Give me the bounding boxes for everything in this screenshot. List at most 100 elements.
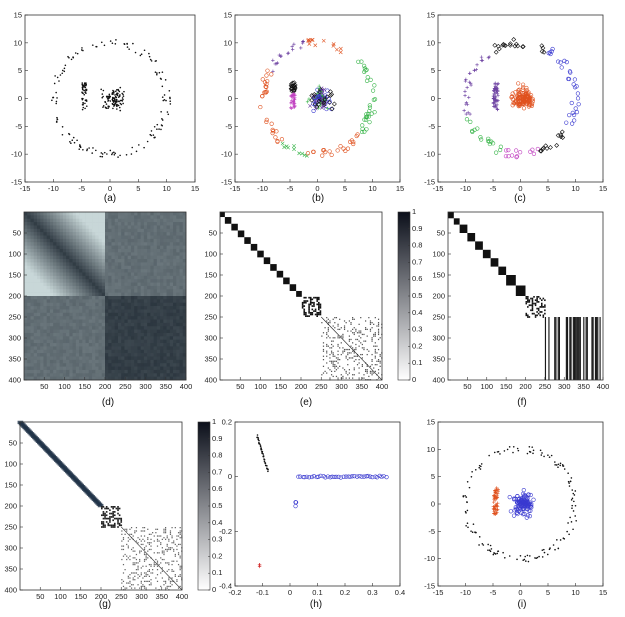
panel-i-point <box>557 547 560 550</box>
panel-d-cell <box>140 296 145 300</box>
panel-d-cell <box>166 346 171 351</box>
panel-d-cell <box>117 265 122 270</box>
panel-i-point <box>570 477 573 479</box>
panel-d-cell <box>98 279 103 283</box>
panel-g-cell <box>179 569 181 571</box>
panel-c-point <box>494 88 499 93</box>
panel-e-cell <box>348 369 351 371</box>
panel-g-cell <box>156 580 159 583</box>
panel-d-cell <box>130 373 135 377</box>
panel-d-cell <box>95 356 99 361</box>
panel-g-cell <box>142 577 144 579</box>
panel-d-cell <box>140 329 145 334</box>
panel-d-cell <box>105 369 109 374</box>
panel-a-point <box>83 89 85 92</box>
panel-e-cell <box>327 318 329 320</box>
panel-i-point <box>571 497 574 500</box>
panel-d-cell <box>176 242 180 246</box>
panel-d-cell <box>66 353 70 357</box>
panel-g-cell <box>153 540 155 542</box>
panel-g-cell <box>164 562 167 564</box>
panel-d-cell <box>156 262 161 267</box>
panel-d-cell <box>150 326 154 330</box>
panel-e-cell <box>337 359 339 361</box>
panel-d-cell <box>124 248 128 253</box>
panel-d-cell <box>53 248 57 253</box>
panel-e-cell <box>303 308 306 311</box>
panel-d-cell <box>72 363 77 367</box>
panel-d-cell <box>69 259 73 263</box>
panel-d-cell <box>33 292 38 297</box>
panel-g-xtick-label: 150 <box>74 592 87 601</box>
panel-d-cell <box>56 306 60 310</box>
panel-d-cell <box>24 259 28 263</box>
panel-d-cell <box>62 332 67 337</box>
panel-e-cell <box>343 328 346 331</box>
panel-d-cell <box>62 299 67 304</box>
panel-c-point <box>575 91 580 96</box>
panel-e-block <box>296 290 302 297</box>
panel-d-cell <box>182 292 187 297</box>
panel-e-cell <box>361 377 363 379</box>
panel-d-cell <box>72 269 77 273</box>
panel-b-point <box>327 149 332 154</box>
panel-d-cell <box>114 363 119 367</box>
panel-c-point <box>493 49 499 55</box>
panel-d-cell <box>46 326 51 330</box>
panel-d-cell <box>176 366 180 371</box>
panel-d-cell <box>160 245 164 250</box>
panel-d-cell <box>69 343 73 347</box>
panel-d-cell <box>105 346 109 351</box>
panel-i-point <box>508 446 511 448</box>
panel-d-cell <box>130 346 135 351</box>
panel-d-cell <box>33 275 38 280</box>
panel-d-cell <box>150 272 154 277</box>
panel-d-cell <box>56 326 60 330</box>
panel-d-cell <box>30 282 35 287</box>
panel-d-cell <box>160 369 164 374</box>
panel-d-cell <box>108 242 112 246</box>
panel-d-cell <box>121 332 125 337</box>
panel-e-cell <box>306 315 309 317</box>
panel-c-point <box>509 94 515 99</box>
panel-d-cell <box>62 248 67 253</box>
panel-d-cell <box>108 336 112 340</box>
panel-d-cell <box>105 238 109 243</box>
panel-d-cell <box>72 279 77 283</box>
panel-d-cell <box>62 329 67 334</box>
panel-e-cell <box>360 330 362 332</box>
panel-d-cell <box>137 225 141 230</box>
panel-d-cell <box>24 369 28 374</box>
panel-d-cell <box>88 228 93 233</box>
panel-d-cell <box>59 245 64 250</box>
panel-b-xtick-label: 15 <box>396 184 404 193</box>
panel-g-cell <box>120 524 123 527</box>
panel-d-cell <box>137 228 141 233</box>
panel-d-cell <box>53 343 57 347</box>
panel-d-cell <box>101 282 106 287</box>
panel-b-point <box>338 144 343 149</box>
panel-d-cell <box>163 272 167 277</box>
panel-d-cell <box>143 265 148 270</box>
panel-d-cell <box>105 339 109 344</box>
panel-d-cell <box>147 336 151 340</box>
panel-d-cell <box>140 376 145 381</box>
panel-d-cell <box>176 349 180 354</box>
panel-h-xtick-label: 0.4 <box>395 588 405 597</box>
panel-d-cell <box>69 319 73 324</box>
panel-d-cell <box>40 279 44 283</box>
panel-a-point <box>84 86 87 89</box>
panel-g-cell <box>102 521 105 523</box>
panel-d-cell <box>156 222 161 226</box>
panel-d-cell <box>173 282 177 287</box>
panel-d-cell <box>92 356 96 361</box>
panel-b-point <box>351 141 356 147</box>
panel-d-cell <box>85 349 90 354</box>
panel-h-point <box>338 475 343 480</box>
panel-d-cell <box>27 296 31 300</box>
panel-d-cell <box>36 222 41 226</box>
panel-b-ytick-label: -10 <box>221 150 232 159</box>
panel-h-xtick-label: 0 <box>288 588 292 597</box>
panel-d-cell <box>92 376 96 381</box>
panel-d-cell <box>111 225 116 230</box>
